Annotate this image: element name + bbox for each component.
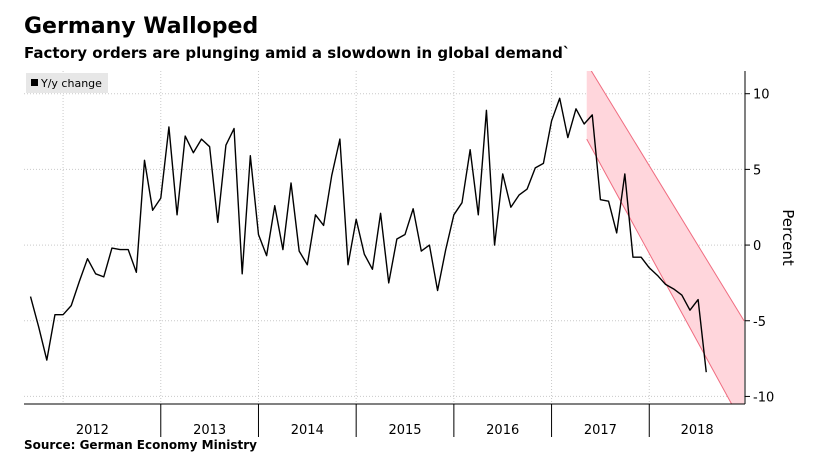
legend-box (26, 73, 108, 93)
y-tick-label: -5 (753, 315, 766, 330)
x-year-label: 2014 (291, 423, 324, 438)
x-year-label: 2013 (193, 423, 226, 438)
chart-title: Germany Walloped (24, 14, 259, 39)
y-tick-label: -10 (753, 390, 774, 405)
series-layer (29, 97, 707, 373)
axis-layer: 10 5 0 -5 -10 2012 2013 2014 2015 2016 2017 2018 Per… (24, 71, 797, 438)
series-line (29, 97, 707, 373)
grid-layer (24, 71, 745, 404)
x-year-label: 2017 (584, 423, 617, 438)
legend-swatch (31, 79, 38, 86)
legend: Y/y change (26, 73, 108, 93)
y-axis-label: Percent (779, 209, 797, 266)
y-tick-label: 0 (753, 239, 761, 254)
x-year-label: 2015 (388, 423, 421, 438)
y-tick-label: 5 (753, 163, 761, 178)
trend-band-layer (586, 71, 745, 404)
x-year-label: 2018 (681, 423, 714, 438)
trend-band-upper-edge (590, 71, 745, 322)
y-tick-label: 10 (753, 88, 770, 103)
chart-subtitle: Factory orders are plunging amid a slowd… (24, 44, 571, 62)
trend-band (586, 71, 745, 404)
trend-band-lower-edge (586, 138, 733, 404)
x-year-label: 2012 (76, 423, 109, 438)
x-year-label: 2016 (486, 423, 519, 438)
legend-label: Y/y change (40, 77, 102, 90)
band-group (586, 71, 745, 404)
source-note: Source: German Economy Ministry (24, 438, 257, 452)
